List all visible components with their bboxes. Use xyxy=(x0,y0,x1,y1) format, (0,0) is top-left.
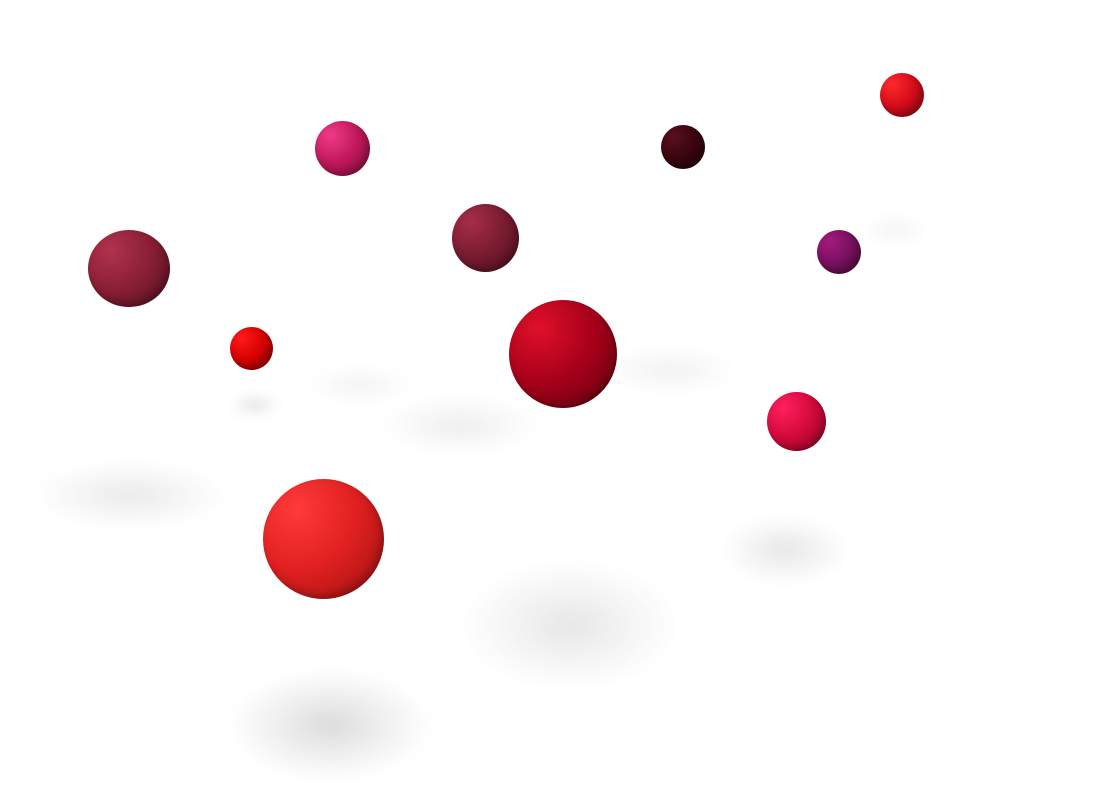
sphere-10 xyxy=(263,479,384,599)
sphere-shadow xyxy=(300,365,420,405)
sphere-shadow xyxy=(230,395,280,415)
sphere-4 xyxy=(88,230,170,307)
sphere-shadow xyxy=(30,460,230,530)
sphere-6 xyxy=(817,230,861,274)
sphere-7 xyxy=(230,327,273,370)
sphere-shadow xyxy=(380,395,540,455)
sphere-shadow xyxy=(230,670,430,780)
sphere-9 xyxy=(767,392,826,451)
sphere-2 xyxy=(661,125,705,169)
sphere-8 xyxy=(509,300,617,408)
sphere-shadow xyxy=(720,515,850,585)
sphere-shadow xyxy=(600,345,740,395)
sphere-5 xyxy=(452,204,519,272)
sphere-shadow xyxy=(860,215,930,245)
sphere-3 xyxy=(880,73,924,117)
sphere-1 xyxy=(315,121,370,176)
sphere-shadow xyxy=(460,560,680,690)
